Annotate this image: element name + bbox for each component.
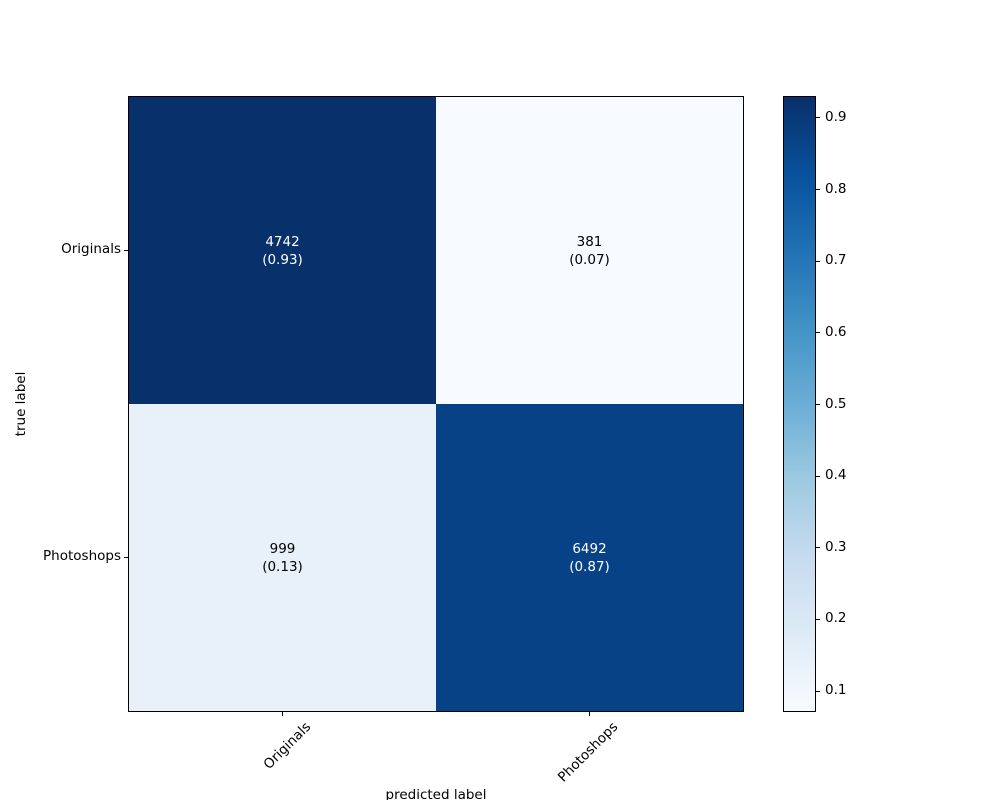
cell-count: 4742 — [265, 233, 300, 250]
y-tick-label-Photoshops: Photoshops — [43, 548, 121, 564]
colorbar-tick-label-0.7: 0.7 — [825, 252, 847, 269]
colorbar-tick-label-0.9: 0.9 — [825, 108, 847, 125]
colorbar-tick-mark — [816, 260, 820, 262]
colorbar-tick-mark — [816, 332, 820, 334]
x-tick-mark — [281, 712, 283, 716]
cell-count: 999 — [269, 540, 296, 557]
colorbar-tick-label-0.6: 0.6 — [825, 323, 847, 340]
colorbar-tick-mark — [816, 404, 820, 405]
heatmap-cell-Photoshops-Photoshops: 6492 (0.87) — [436, 404, 743, 711]
colorbar-tick-mark — [816, 189, 820, 191]
colorbar-tick-label-0.2: 0.2 — [825, 610, 847, 627]
colorbar-tick-label-0.3: 0.3 — [825, 538, 847, 555]
x-tick-label-Originals: Originals — [260, 719, 314, 773]
colorbar-tick-label-0.1: 0.1 — [825, 682, 847, 698]
y-axis-title: true label — [13, 371, 29, 437]
x-tick-mark — [588, 712, 590, 716]
colorbar — [783, 96, 816, 712]
cell-fraction: (0.87) — [569, 558, 610, 575]
cell-fraction: (0.13) — [262, 558, 303, 575]
heatmap-cell-Photoshops-Originals: 999 (0.13) — [129, 404, 436, 711]
colorbar-tick-label-0.5: 0.5 — [825, 395, 847, 412]
colorbar-tick-mark — [816, 618, 820, 620]
cell-count: 381 — [576, 233, 603, 250]
cell-fraction: (0.07) — [569, 251, 610, 268]
cell-fraction: (0.93) — [262, 251, 303, 268]
colorbar-tick-label-0.4: 0.4 — [825, 467, 847, 484]
y-tick-mark — [124, 249, 128, 251]
heatmap-plot-area: 4742 (0.93) 381 (0.07) 999 (0.13) 6492 (0.87) — [128, 96, 744, 712]
heatmap-cell-Originals-Originals: 4742 (0.93) — [129, 97, 436, 404]
colorbar-tick-mark — [816, 690, 820, 692]
x-axis-title: predicted label — [385, 787, 487, 800]
y-tick-label-Originals: Originals — [61, 241, 121, 257]
colorbar-tick-mark — [816, 117, 820, 119]
heatmap-cell-Originals-Photoshops: 381 (0.07) — [436, 97, 743, 404]
colorbar-tick-label-0.8: 0.8 — [825, 180, 847, 197]
colorbar-tick-mark — [816, 475, 820, 477]
colorbar-tick-mark — [816, 547, 820, 549]
y-tick-mark — [124, 556, 128, 558]
x-tick-label-Photoshops: Photoshops — [554, 719, 621, 786]
cell-count: 6492 — [572, 540, 607, 557]
